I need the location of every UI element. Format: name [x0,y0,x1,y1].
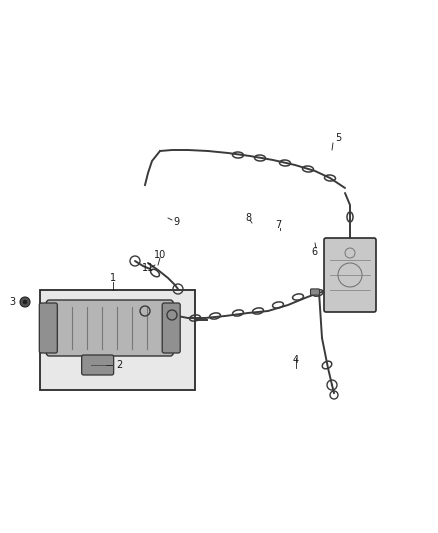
Text: 2: 2 [117,360,123,370]
Text: 4: 4 [293,355,299,365]
Text: 6: 6 [311,247,317,257]
Circle shape [23,300,27,304]
FancyBboxPatch shape [324,238,376,312]
FancyBboxPatch shape [81,355,113,375]
Text: 1: 1 [110,273,116,283]
Text: 7: 7 [275,220,281,230]
Text: 5: 5 [335,133,341,143]
Text: 11: 11 [142,263,154,273]
Text: 8: 8 [245,213,251,223]
FancyBboxPatch shape [39,303,57,353]
Text: 3: 3 [9,297,15,307]
FancyBboxPatch shape [46,300,173,356]
FancyBboxPatch shape [311,289,319,295]
Text: 10: 10 [154,250,166,260]
Circle shape [20,297,30,307]
Text: 9: 9 [173,217,179,227]
Bar [40,290,195,390]
FancyBboxPatch shape [162,303,180,353]
